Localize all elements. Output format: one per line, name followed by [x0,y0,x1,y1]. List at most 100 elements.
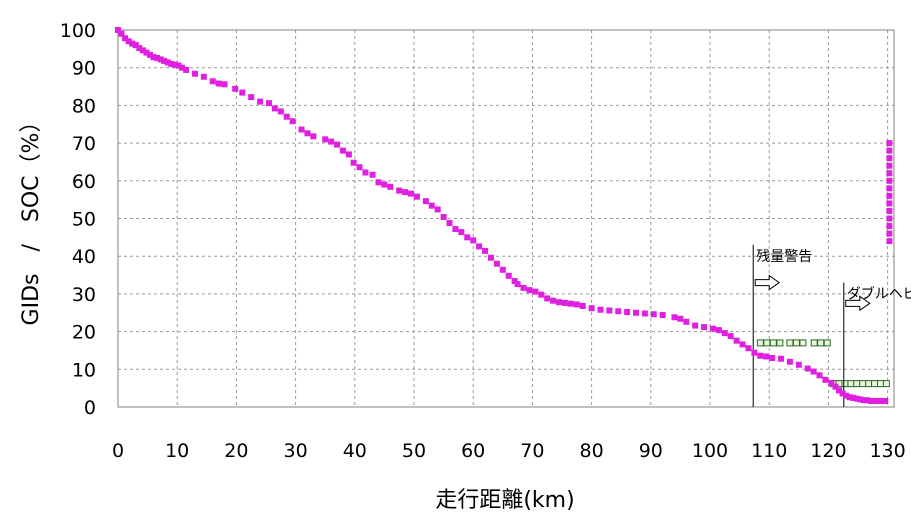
data-point-main [544,295,551,302]
data-point-main [143,49,150,56]
data-point-main [532,288,539,295]
data-point-main [804,365,811,372]
data-point-main [200,73,207,80]
data-point-main [265,100,272,107]
y-tick-label: 30 [72,284,96,306]
series-main-points [115,27,893,404]
data-point-main [846,394,853,401]
data-point-secondary [792,339,800,347]
data-point-main [886,223,893,230]
data-point-main [434,206,441,213]
data-point-main [402,189,409,196]
y-axis-title: GIDs / SOC（%） [19,111,44,326]
x-tick-label: 10 [165,440,189,462]
data-point-main [345,151,352,158]
data-point-main [328,138,335,145]
data-point-main [514,281,521,288]
data-point-main [122,35,129,42]
data-point-main [161,57,168,64]
x-tick-label: 20 [224,440,248,462]
data-point-main [298,126,305,133]
data-point-main [339,147,346,154]
data-point-main [413,193,420,200]
data-point-main [157,56,164,63]
data-point-main [701,324,708,331]
data-point-main [683,318,690,325]
data-point-main [692,322,699,329]
data-point-main [257,98,264,105]
data-point-main [362,169,369,176]
annotation-marker: 残量警告 [752,244,812,407]
data-point-main [129,40,136,47]
data-point-secondary [810,339,818,347]
data-point-main [526,287,533,294]
y-tick-label: 100 [60,20,96,42]
data-point-main [567,300,574,307]
data-point-secondary [763,339,771,347]
data-point-main [136,45,143,52]
data-point-main [482,247,489,254]
data-point-secondary [776,339,784,347]
data-point-main [154,54,161,61]
data-point-main [396,187,403,194]
data-point-secondary [799,339,807,347]
x-tick-label: 30 [284,440,308,462]
annotation-arrow-icon [754,274,781,291]
data-point-main [751,349,758,356]
data-point-main [487,254,494,261]
data-point-main [115,27,121,33]
data-point-main [871,397,878,404]
data-point-main [381,181,388,188]
y-tick-label: 20 [72,322,96,344]
data-point-main [633,309,639,316]
annotation-marker: ダブルヘビ [843,282,911,407]
data-point-main [375,179,382,186]
data-point-main [745,345,752,352]
data-point-main [606,307,613,314]
data-point-main [289,118,296,125]
data-point-main [191,70,198,77]
data-point-main [183,66,190,73]
data-point-main [882,397,889,404]
x-tick-label: 80 [580,440,604,462]
data-point-main [356,164,363,171]
data-point-main [721,330,728,337]
data-point-main [304,130,311,137]
data-point-main [886,170,893,177]
data-point-main [209,78,216,85]
data-point-main [816,372,823,379]
data-point-main [624,308,631,315]
x-axis-title: 走行距離(km) [435,488,574,513]
y-tick-label: 40 [72,246,96,268]
data-point-main [550,297,557,304]
x-axis-tick-labels: 0 10 20 30 40 50 60 70 80 90 100 110 120 130 [112,440,906,462]
x-tick-label: 110 [751,440,787,462]
x-tick-label: 40 [343,440,367,462]
data-point-main [659,312,666,319]
data-point-secondary [817,339,825,347]
data-point-main [786,358,793,365]
data-point-main [221,81,228,88]
x-tick-label: 90 [639,440,663,462]
data-point-main [283,113,290,120]
data-point-main [839,390,846,397]
data-point-main [171,61,178,68]
data-point-main [886,155,893,162]
data-point-main [757,352,764,359]
data-point-secondary [859,380,867,388]
data-point-main [677,315,684,322]
annotation-label: 残量警告 [756,249,812,265]
data-point-main [671,314,678,321]
data-point-main [232,85,239,92]
data-point-main [886,215,893,222]
data-point-secondary [823,339,831,347]
data-point-main [778,355,785,362]
data-point-main [239,89,246,96]
data-point-secondary [756,339,764,347]
data-point-main [440,213,447,220]
y-tick-label: 10 [72,359,96,381]
data-point-main [795,361,802,368]
data-point-main [493,260,500,267]
data-point-secondary [847,380,855,388]
data-point-secondary [786,339,794,347]
